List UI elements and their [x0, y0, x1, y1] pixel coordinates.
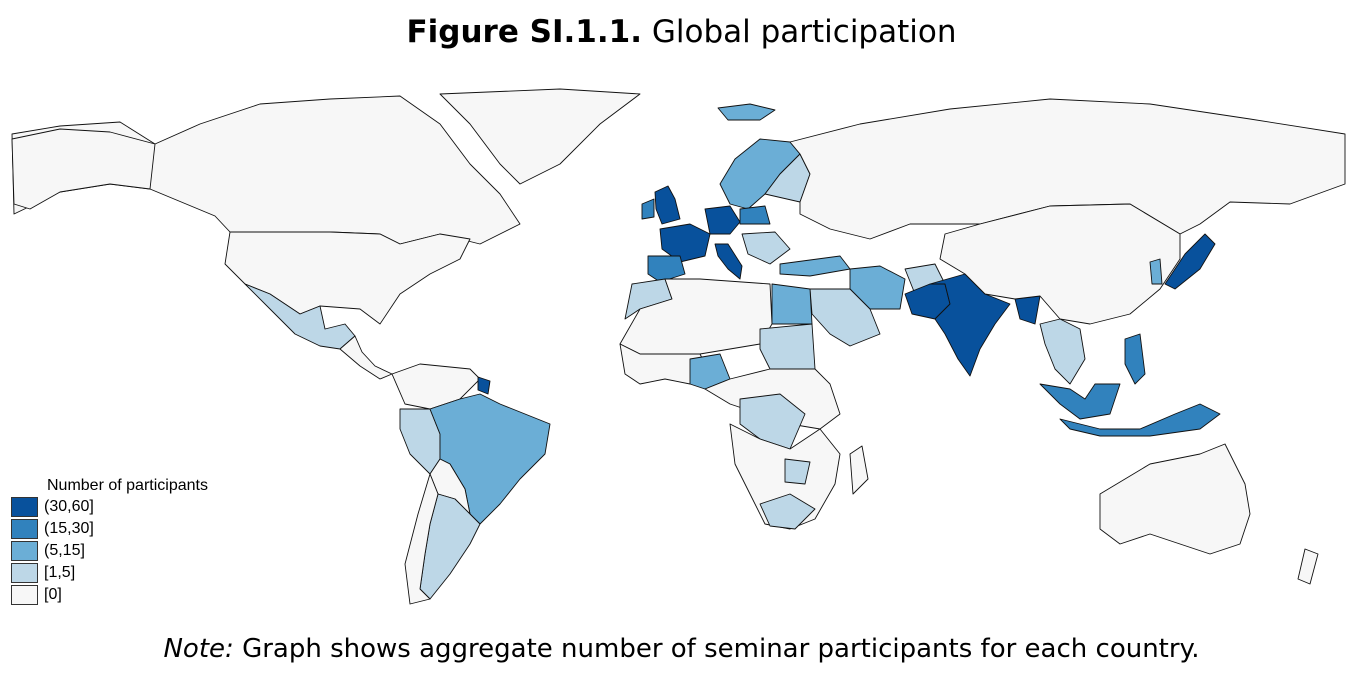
legend-label: (15,30] [44, 520, 94, 537]
note-text: Graph shows aggregate number of seminar … [242, 634, 1200, 664]
legend-swatch [11, 541, 38, 561]
country-japan [1164, 233, 1216, 290]
country-southeast-asia [1039, 318, 1086, 385]
legend-swatch [11, 585, 38, 605]
country-spain [647, 255, 686, 283]
legend-label: (5,15] [44, 542, 85, 559]
country-indonesia [1059, 403, 1221, 437]
figure-label: Figure SI.1.1. [406, 14, 642, 50]
country-saudi-arabia [809, 288, 881, 347]
country-iceland [717, 103, 776, 121]
country-turkey [779, 255, 851, 277]
legend-label: (30,60] [44, 498, 94, 515]
country-french-guiana [477, 376, 491, 395]
country-zimbabwe [784, 458, 811, 485]
legend-item: [1,5] [11, 562, 208, 584]
figure-note: Note: Graph shows aggregate number of se… [0, 634, 1363, 664]
country-australia [1099, 443, 1251, 555]
country-new-zealand [1297, 548, 1319, 585]
legend-item: (15,30] [11, 518, 208, 540]
country-madagascar [849, 445, 869, 495]
figure-title-text: Global participation [651, 14, 957, 50]
legend-item: (30,60] [11, 496, 208, 518]
country-colombia-venezuela [391, 363, 481, 410]
legend-label: [0] [44, 586, 62, 603]
country-ireland [641, 198, 655, 220]
legend-item: [0] [11, 584, 208, 606]
legend-label: [1,5] [44, 564, 76, 581]
country-alaska [11, 128, 156, 210]
legend-swatch [11, 497, 38, 517]
country-chile [404, 473, 439, 605]
country-china-mongolia [939, 203, 1181, 325]
country-sudan [759, 323, 816, 370]
country-italy [714, 243, 743, 280]
country-central-america [339, 335, 393, 380]
country-bangladesh [1014, 295, 1041, 325]
country-malaysia [1039, 383, 1121, 420]
country-usa [224, 231, 471, 325]
legend-item: (5,15] [11, 540, 208, 562]
country-greenland [439, 88, 641, 185]
figure-title: Figure SI.1.1. Global participation [0, 14, 1363, 50]
country-poland [739, 205, 771, 225]
note-label: Note: [163, 634, 234, 664]
map-legend: Number of participants (30,60] (15,30] (… [11, 476, 208, 606]
country-egypt [771, 283, 813, 325]
legend-swatch [11, 519, 38, 539]
country-philippines [1124, 333, 1146, 385]
country-balkans [741, 231, 791, 265]
legend-title: Number of participants [47, 477, 208, 494]
legend-swatch [11, 563, 38, 583]
country-korea [1149, 258, 1163, 285]
country-mexico [244, 283, 356, 350]
country-france [659, 223, 711, 263]
country-uk [654, 185, 681, 225]
country-south-africa [759, 493, 816, 530]
country-germany [704, 205, 741, 235]
world-map [11, 88, 1346, 605]
